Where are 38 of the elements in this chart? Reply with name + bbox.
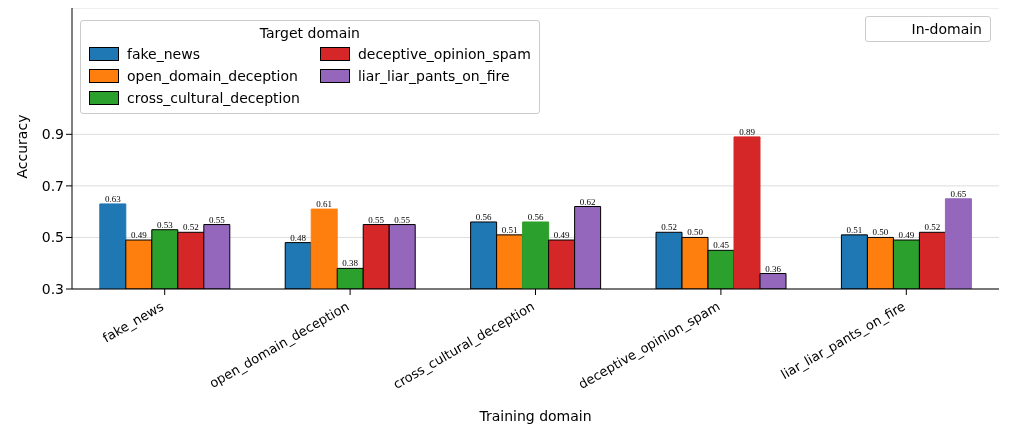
- legend-title: Target domain: [258, 25, 361, 41]
- data-label: 0.63: [104, 193, 122, 204]
- data-label: 0.56: [475, 211, 492, 222]
- data-label: 0.45: [713, 240, 730, 251]
- note-box: In-domain: [864, 16, 991, 42]
- data-label: 0.62: [579, 196, 596, 207]
- data-label: 0.56: [527, 211, 544, 222]
- data-label: 0.55: [208, 214, 226, 225]
- data-label: 0.49: [898, 230, 915, 241]
- data-label: 0.49: [553, 230, 570, 241]
- data-label: 0.52: [924, 222, 941, 233]
- data-label: 0.52: [182, 222, 199, 233]
- data-label: 0.65: [950, 188, 967, 199]
- data-label: 0.50: [872, 227, 889, 238]
- data-label: 0.38: [342, 258, 359, 269]
- y-tick-label: 0.5: [41, 229, 64, 246]
- x-axis-title: Training domain: [478, 408, 592, 424]
- y-tick-label: 0.9: [41, 126, 64, 143]
- y-tick-label: 0.7: [41, 177, 64, 194]
- data-label: 0.50: [687, 227, 704, 238]
- data-label: 0.53: [156, 219, 174, 230]
- data-label: 0.51: [846, 224, 863, 235]
- legend-label: deceptive_opinion_spam: [357, 45, 531, 64]
- data-label: 0.52: [661, 222, 677, 233]
- data-label: 0.49: [130, 230, 148, 241]
- data-label: 0.36: [765, 263, 782, 274]
- legend-label: cross_cultural_deception: [127, 89, 300, 108]
- legend-label: liar_liar_pants_on_fire: [357, 67, 510, 86]
- y-axis-title: Accuracy: [13, 114, 30, 179]
- legend-label: open_domain_deception: [127, 67, 298, 86]
- data-label: 0.48: [290, 232, 307, 243]
- y-tick-label: 0.3: [41, 280, 64, 297]
- data-label: 0.55: [394, 214, 411, 225]
- data-label: 0.89: [739, 126, 756, 137]
- legend-label: fake_news: [127, 45, 200, 64]
- data-label: 0.61: [316, 199, 333, 210]
- data-label: 0.51: [501, 224, 518, 235]
- data-label: 0.55: [368, 214, 385, 225]
